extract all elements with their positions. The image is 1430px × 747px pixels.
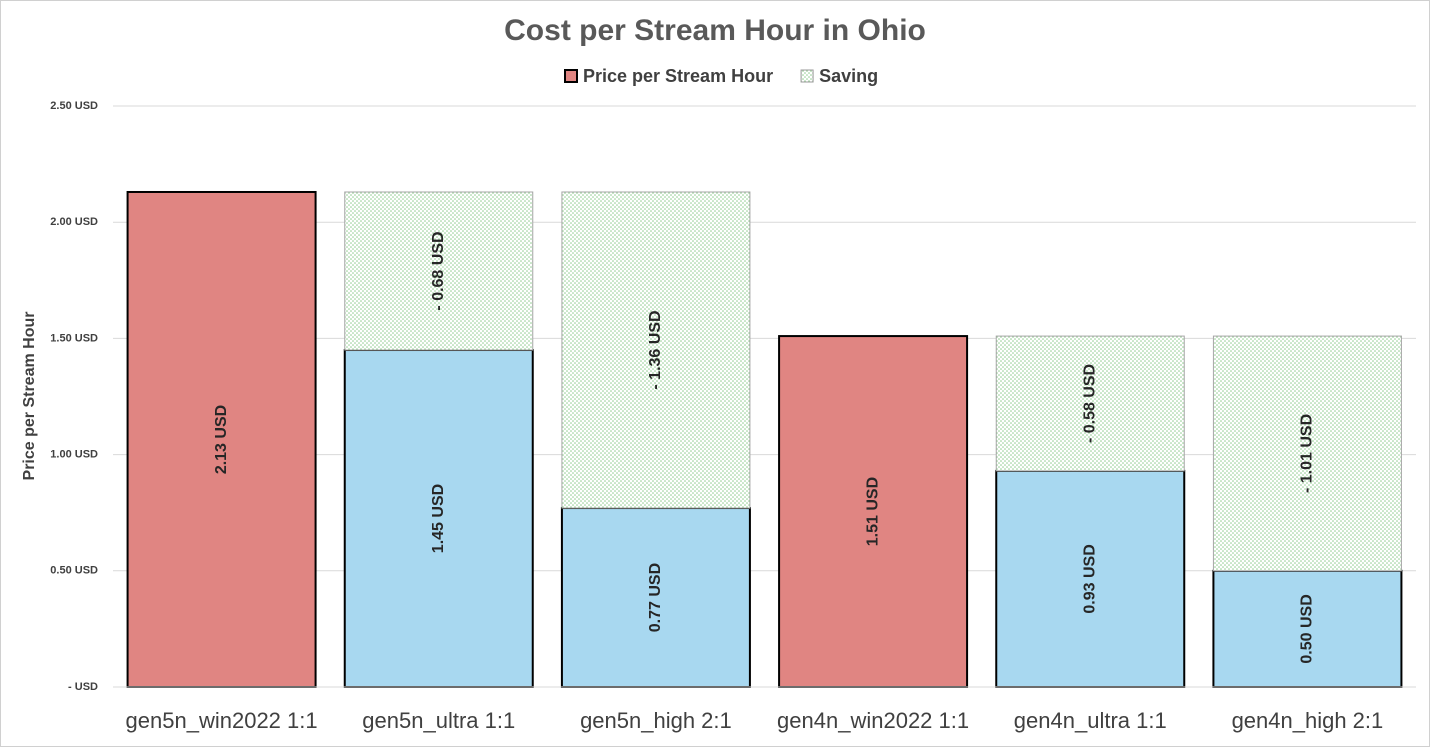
x-tick-label: gen5n_win2022 1:1: [126, 708, 318, 733]
y-tick-label: - USD: [68, 681, 98, 693]
y-axis-label: Price per Stream Hour: [21, 312, 38, 481]
data-label: 1.51 USD: [864, 477, 881, 546]
data-label: 0.77 USD: [647, 563, 664, 632]
legend-swatch: [800, 69, 814, 83]
bar-segment: [995, 335, 1185, 472]
y-tick-label: 2.50 USD: [50, 100, 98, 112]
bar-segment: [344, 191, 534, 351]
data-label: 0.93 USD: [1081, 544, 1098, 613]
legend-label: Price per Stream Hour: [583, 66, 773, 86]
bar-segment: [1212, 335, 1402, 572]
x-tick-label: gen5n_high 2:1: [580, 708, 732, 733]
y-tick-label: 1.50 USD: [50, 332, 98, 344]
bar-segment: [995, 469, 1186, 689]
bar-segment: [126, 190, 317, 688]
bar-segment: [1212, 569, 1403, 688]
bar-segment: [561, 191, 751, 509]
y-tick-label: 0.50 USD: [50, 565, 98, 577]
y-tick-label: 2.00 USD: [50, 216, 98, 228]
x-tick-label: gen5n_ultra 1:1: [362, 708, 515, 733]
data-label: 1.45 USD: [430, 484, 447, 553]
bar-segment: [778, 335, 969, 688]
data-label: 0.50 USD: [1299, 594, 1316, 663]
x-tick-label: gen4n_high 2:1: [1232, 708, 1384, 733]
data-label: - 0.58 USD: [1081, 364, 1098, 443]
data-label: - 1.36 USD: [647, 310, 664, 389]
y-tick-label: 1.00 USD: [50, 449, 98, 461]
chart-title: Cost per Stream Hour in Ohio: [504, 14, 926, 47]
legend: Price per Stream Hour Saving: [564, 66, 878, 86]
data-label: - 1.01 USD: [1299, 414, 1316, 493]
x-tick-label: gen4n_win2022 1:1: [777, 708, 969, 733]
bar-segment: [343, 349, 534, 688]
data-label: - 0.68 USD: [430, 231, 447, 310]
data-label: 2.13 USD: [213, 405, 230, 474]
x-tick-label: gen4n_ultra 1:1: [1014, 708, 1167, 733]
legend-swatch: [564, 69, 578, 83]
legend-label: Saving: [819, 66, 878, 86]
bar-segment: [560, 507, 751, 688]
